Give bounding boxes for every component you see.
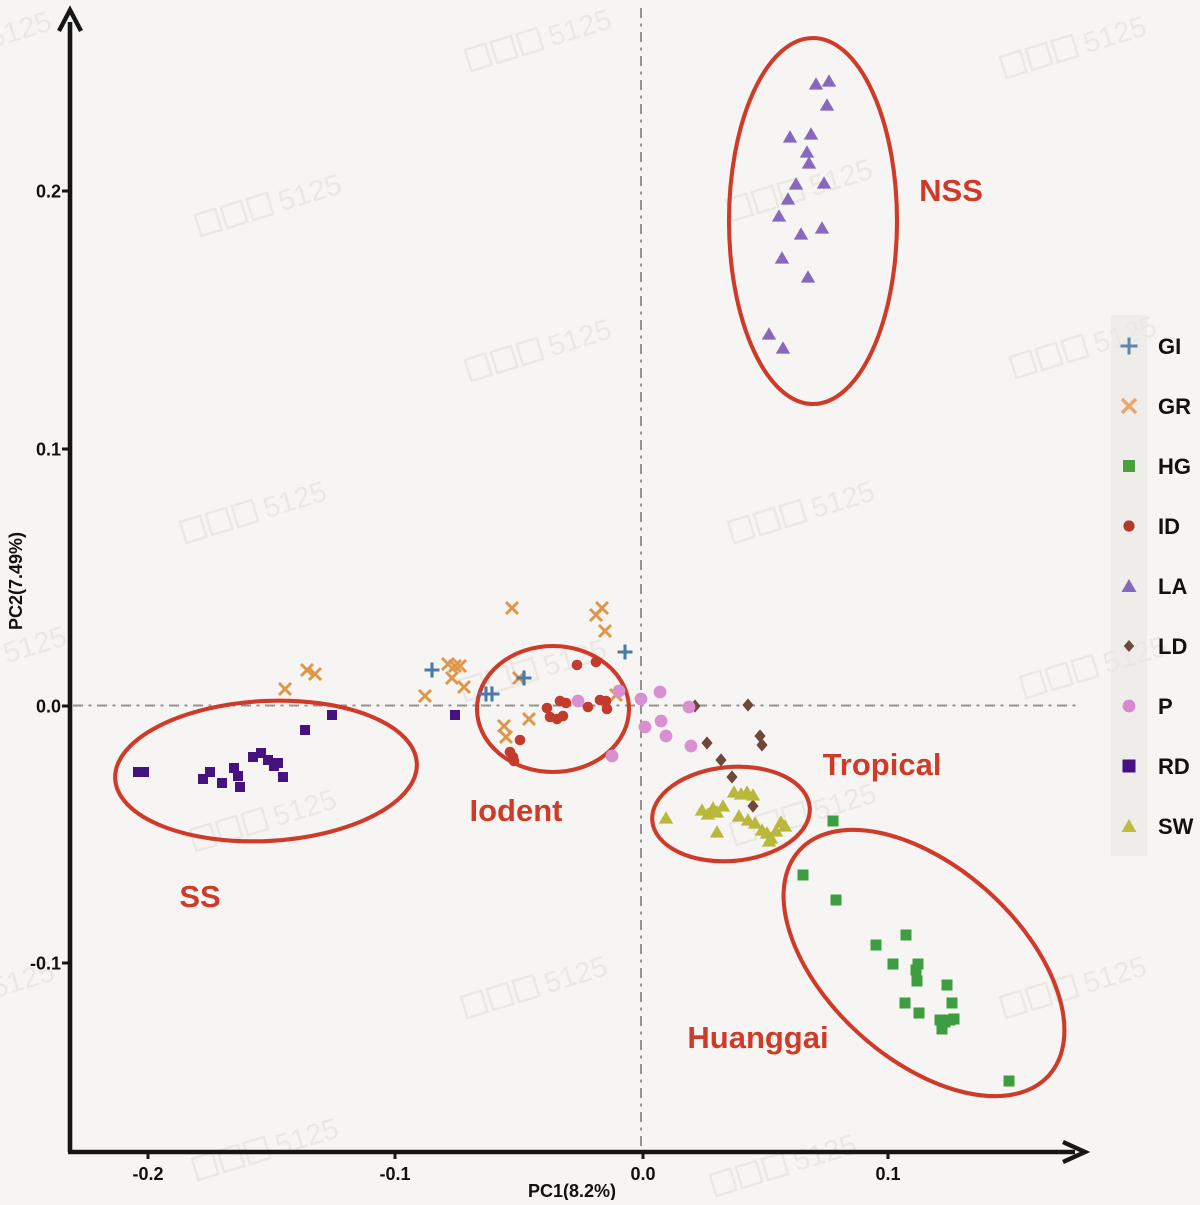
svg-text:LA: LA: [1158, 574, 1187, 599]
svg-text:0.0: 0.0: [630, 1164, 655, 1184]
svg-text:-0.1: -0.1: [379, 1164, 410, 1184]
svg-text:LD: LD: [1158, 634, 1187, 659]
svg-text:Huanggai: Huanggai: [687, 1020, 828, 1055]
svg-text:RD: RD: [1158, 754, 1190, 779]
svg-text:0.1: 0.1: [36, 440, 61, 460]
svg-text:SS: SS: [179, 879, 220, 914]
svg-text:Iodent: Iodent: [470, 793, 563, 828]
svg-text:SW: SW: [1158, 814, 1194, 839]
svg-text:0.0: 0.0: [36, 697, 61, 717]
svg-text:HG: HG: [1158, 454, 1191, 479]
svg-text:-0.2: -0.2: [132, 1164, 163, 1184]
svg-text:GR: GR: [1158, 394, 1191, 419]
svg-text:GI: GI: [1158, 334, 1181, 359]
svg-text:PC2(7.49%): PC2(7.49%): [6, 532, 26, 630]
svg-text:0.1: 0.1: [875, 1164, 900, 1184]
svg-text:0.2: 0.2: [36, 182, 61, 202]
svg-text:ID: ID: [1158, 514, 1180, 539]
svg-text:P: P: [1158, 694, 1173, 719]
svg-text:NSS: NSS: [919, 173, 983, 208]
svg-text:Tropical: Tropical: [823, 747, 942, 782]
svg-text:-0.1: -0.1: [30, 954, 61, 974]
svg-text:PC1(8.2%): PC1(8.2%): [528, 1181, 616, 1200]
